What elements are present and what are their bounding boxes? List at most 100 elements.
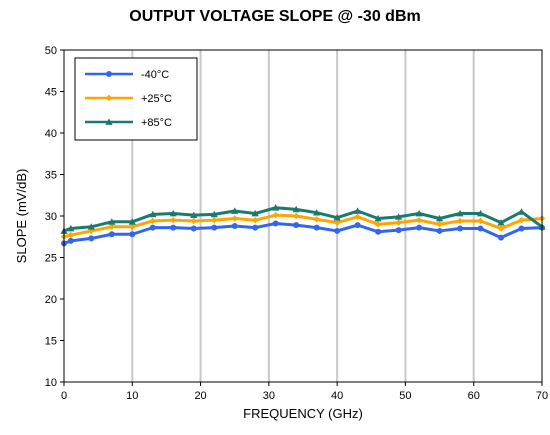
x-tick-label: 20 xyxy=(194,390,206,402)
data-point xyxy=(252,216,259,224)
data-point xyxy=(354,222,361,229)
legend: -40°C +25°C +85°C xyxy=(74,57,198,141)
series-diamond xyxy=(60,211,546,240)
data-point xyxy=(354,207,362,214)
data-point xyxy=(354,213,361,221)
data-point xyxy=(252,224,259,231)
axis-ticks: 0 10 20 30 40 50 60 70 10 15 20 25 30 35 40 45 50 xyxy=(45,45,548,402)
chart-title: OUTPUT VOLTAGE SLOPE @ -30 dBm xyxy=(129,8,421,25)
x-tick-label: 40 xyxy=(331,390,343,402)
data-point xyxy=(272,204,280,211)
x-tick-label: 60 xyxy=(468,390,480,402)
data-point xyxy=(313,224,320,231)
data-point xyxy=(375,228,382,235)
data-point xyxy=(333,219,341,226)
x-axis-title: FREQUENCY (GHz) xyxy=(243,406,363,421)
data-point xyxy=(436,221,443,228)
legend-item: +25°C xyxy=(85,93,172,105)
data-point xyxy=(108,223,115,230)
x-tick-label: 10 xyxy=(126,390,138,402)
data-point xyxy=(476,209,485,217)
data-point xyxy=(231,215,238,222)
data-point xyxy=(457,225,464,232)
legend-label: -40°C xyxy=(141,69,169,81)
data-point xyxy=(456,217,464,225)
data-point xyxy=(67,224,75,232)
x-tick-label: 0 xyxy=(61,390,67,402)
data-point xyxy=(88,227,95,235)
data-point xyxy=(211,216,218,224)
data-point xyxy=(395,227,402,234)
legend-item: -40°C xyxy=(85,69,169,81)
data-point xyxy=(436,227,443,234)
y-tick-label: 35 xyxy=(45,170,57,182)
data-point xyxy=(415,209,423,217)
data-point xyxy=(395,213,403,220)
legend-label: +85°C xyxy=(141,117,172,129)
data-point xyxy=(251,209,259,217)
y-tick-label: 25 xyxy=(45,253,57,265)
y-tick-label: 15 xyxy=(45,336,57,348)
data-point xyxy=(272,220,279,227)
data-point xyxy=(477,217,484,225)
data-point xyxy=(435,214,444,222)
data-point xyxy=(334,227,341,234)
y-tick-label: 30 xyxy=(45,211,57,223)
data-point xyxy=(313,216,320,223)
data-point xyxy=(170,224,177,231)
data-point xyxy=(210,210,218,218)
data-point xyxy=(211,224,218,231)
data-point xyxy=(415,216,423,224)
data-point xyxy=(149,217,156,225)
data-point xyxy=(149,224,156,231)
legend-label: +25°C xyxy=(141,93,172,105)
data-point xyxy=(293,222,300,229)
data-point xyxy=(231,222,238,229)
data-point xyxy=(108,218,116,225)
legend-item: +85°C xyxy=(85,117,172,129)
legend-marker xyxy=(106,71,112,77)
x-tick-label: 50 xyxy=(399,390,411,402)
y-axis-title: SLOPE (mV/dB) xyxy=(14,169,29,264)
x-tick-label: 30 xyxy=(263,390,275,402)
data-point xyxy=(129,223,136,230)
data-point xyxy=(497,225,505,232)
data-point xyxy=(169,209,177,217)
data-point xyxy=(498,234,505,241)
data-point xyxy=(497,219,505,226)
data-point xyxy=(374,214,382,222)
data-point xyxy=(190,217,197,225)
data-point xyxy=(292,212,300,220)
legend-marker xyxy=(105,118,113,125)
data-point xyxy=(67,231,75,239)
data-point xyxy=(128,218,136,225)
data-point xyxy=(292,205,300,213)
data-point xyxy=(456,209,464,217)
data-point xyxy=(108,231,115,238)
legend-marker xyxy=(105,94,113,102)
series-circle xyxy=(61,220,545,247)
data-point xyxy=(395,219,402,226)
data-point xyxy=(190,225,197,232)
y-tick-label: 20 xyxy=(45,294,57,306)
y-tick-label: 10 xyxy=(45,377,57,389)
data-point xyxy=(517,208,526,215)
data-point xyxy=(518,216,525,224)
data-point xyxy=(416,224,423,231)
data-point xyxy=(374,221,382,228)
data-point xyxy=(333,214,341,221)
data-point xyxy=(129,231,136,238)
data-point xyxy=(231,207,239,214)
data-point xyxy=(88,235,95,242)
y-tick-label: 50 xyxy=(45,45,57,57)
data-point xyxy=(149,210,157,218)
data-point xyxy=(87,223,95,230)
data-point xyxy=(170,216,177,224)
data-point xyxy=(518,225,525,232)
series-triangle xyxy=(60,204,546,234)
series-layer xyxy=(60,204,546,247)
x-tick-label: 70 xyxy=(536,390,548,402)
data-point xyxy=(477,225,484,232)
data-point xyxy=(272,211,279,219)
